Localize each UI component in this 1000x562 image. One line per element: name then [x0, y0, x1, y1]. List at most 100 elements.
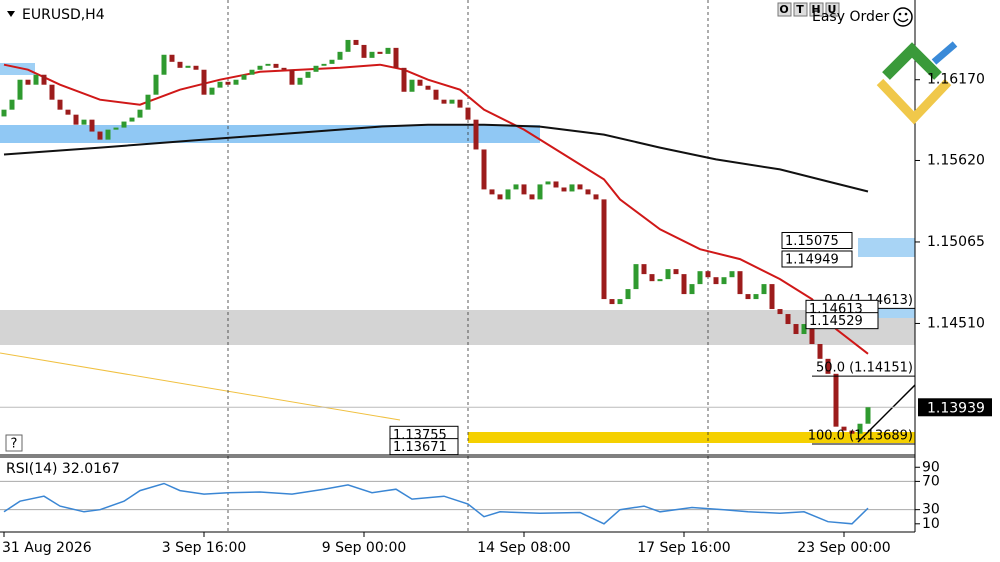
candle-body: [41, 74, 47, 85]
candle-body: [465, 107, 471, 120]
candle-body: [513, 184, 519, 190]
candle-body: [633, 264, 639, 290]
candle-body: [185, 65, 191, 68]
zone: [0, 310, 915, 345]
x-tick-label: 3 Sep 16:00: [162, 540, 247, 556]
candle-body: [281, 67, 287, 70]
candle-body: [713, 277, 719, 285]
candle-body: [521, 184, 527, 195]
help-label: ?: [11, 437, 18, 452]
easy-order[interactable]: Easy Order: [812, 9, 889, 25]
candle-body: [681, 274, 687, 295]
candle-body: [537, 184, 543, 200]
candle-body: [377, 51, 383, 54]
toolbar-button[interactable]: [793, 2, 808, 17]
rsi-line: [3, 482, 869, 525]
toolbar-button[interactable]: [825, 2, 840, 17]
candle-body: [721, 277, 727, 285]
candle-body: [289, 69, 295, 85]
price-label: 1.15075: [785, 234, 839, 249]
fib-label: 50.0 (1.14151): [816, 361, 913, 376]
symbol-title: EURUSD,H4: [22, 7, 105, 23]
candle-body: [489, 189, 495, 195]
candle-body: [177, 61, 183, 68]
candle-body: [409, 79, 415, 92]
candle-body: [601, 199, 607, 300]
candle-body: [209, 87, 215, 95]
candle-body: [641, 264, 647, 275]
candle-body: [65, 109, 71, 115]
candle-body: [369, 51, 375, 58]
candle-body: [105, 129, 111, 140]
candle-body: [865, 407, 871, 424]
y-tick-label: 1.15065: [927, 234, 985, 250]
candle-body: [81, 119, 87, 125]
candle-body: [657, 279, 663, 282]
candle-body: [617, 299, 623, 305]
candle-body: [329, 59, 335, 64]
candle-body: [441, 99, 447, 104]
y-tick-label: 30: [922, 502, 940, 518]
candle-body: [417, 79, 423, 86]
candle-body: [401, 67, 407, 92]
x-tick-label: 14 Sep 08:00: [477, 540, 570, 556]
candle-body: [97, 131, 103, 140]
toolbar-button[interactable]: [809, 2, 824, 17]
candle-body: [745, 294, 751, 300]
help-button[interactable]: [5, 434, 23, 452]
candle-body: [801, 324, 807, 335]
candle-body: [569, 184, 575, 192]
candle-body: [361, 44, 367, 58]
candle-body: [313, 65, 319, 72]
candle-body: [337, 51, 343, 60]
candle-body: [785, 314, 791, 325]
candle-body: [457, 99, 463, 108]
toolbar-letter: O: [779, 3, 788, 16]
candle-body: [473, 119, 479, 150]
candle-body: [113, 127, 119, 130]
x-tick-label: 17 Sep 16:00: [637, 540, 730, 556]
price-label: 1.14529: [809, 314, 863, 329]
candle-body: [193, 65, 199, 70]
candle-body: [449, 99, 455, 104]
toolbar-button[interactable]: [777, 2, 792, 17]
y-tick-label: 70: [922, 473, 940, 489]
candle-body: [305, 71, 311, 78]
candle-body: [689, 284, 695, 295]
zone: [858, 238, 915, 257]
candle-body: [265, 63, 271, 66]
candle-body: [89, 119, 95, 132]
y-tick-label: 1.15620: [927, 152, 985, 168]
candle-body: [273, 63, 279, 68]
candle-body: [497, 194, 503, 200]
candle-body: [73, 114, 79, 125]
current-price-box: [918, 398, 992, 417]
candle-body: [169, 54, 175, 62]
y-tick-label: 1.16170: [927, 72, 985, 88]
candle-body: [857, 423, 863, 434]
candle-body: [57, 99, 63, 110]
dropdown-arrow[interactable]: [7, 11, 15, 17]
candle-body: [833, 373, 839, 427]
candle-body: [217, 81, 223, 88]
y-tick-label: 1.14510: [927, 315, 985, 331]
candle-body: [129, 117, 135, 122]
candle-body: [673, 269, 679, 275]
symbol-box[interactable]: [2, 3, 112, 25]
candle-body: [241, 74, 247, 80]
candle-body: [201, 69, 207, 95]
candle-body: [225, 81, 231, 85]
candle-body: [825, 358, 831, 374]
candle-body: [697, 271, 703, 285]
candle-body: [769, 284, 775, 310]
candle-body: [433, 89, 439, 100]
toolbar: O T H U: [777, 2, 840, 17]
candle-body: [561, 187, 567, 192]
candle-body: [585, 189, 591, 195]
price-label: 1.14949: [785, 252, 839, 267]
candle-body: [609, 299, 615, 305]
candle-body: [297, 77, 303, 85]
candle-body: [593, 194, 599, 200]
